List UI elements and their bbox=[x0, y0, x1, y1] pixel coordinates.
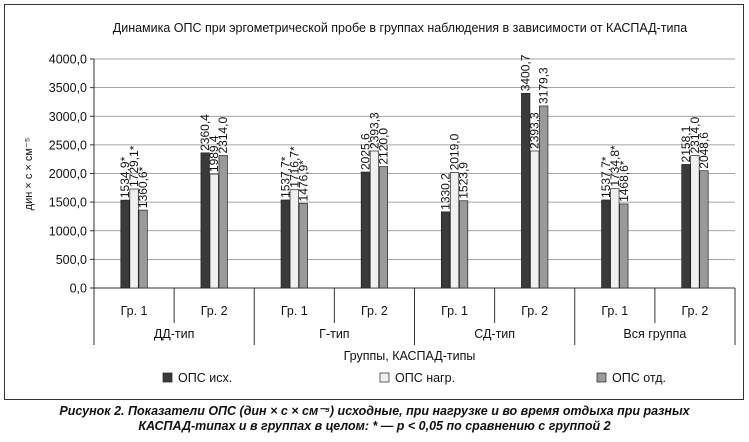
data-label: 3400,7 bbox=[519, 54, 533, 91]
x-tick-label: Гр. 2 bbox=[201, 304, 228, 318]
y-tick-label: 3500,0 bbox=[49, 81, 87, 95]
y-tick-label: 1000,0 bbox=[49, 224, 87, 238]
bar bbox=[218, 155, 228, 289]
bar bbox=[530, 150, 540, 289]
y-tick-label: 1500,0 bbox=[49, 196, 87, 210]
legend-label: ОПС исх. bbox=[178, 371, 232, 385]
bar bbox=[200, 152, 210, 289]
caption-line-2: КАСПАД-типах и в группах в целом: * — p … bbox=[138, 419, 611, 433]
data-label: 1476,9* bbox=[296, 160, 310, 202]
data-label: 2360,4 bbox=[198, 114, 212, 151]
x-tick-label: Гр. 2 bbox=[521, 304, 548, 318]
figure-caption: Рисунок 2. Показатели ОПС (дин × с × см⁻… bbox=[0, 404, 749, 434]
bar bbox=[601, 199, 611, 289]
bar bbox=[699, 170, 709, 289]
bar bbox=[369, 150, 380, 289]
bar bbox=[209, 173, 219, 289]
bar bbox=[280, 199, 290, 289]
chart-frame: Динамика ОПС при эргометрической пробе в… bbox=[4, 4, 744, 400]
data-label: 2393,3 bbox=[367, 112, 381, 149]
y-axis-label: дин × с × см⁻⁵ bbox=[23, 138, 35, 211]
legend-swatch bbox=[379, 372, 390, 383]
bar bbox=[129, 188, 139, 289]
caption-line-1: Рисунок 2. Показатели ОПС (дин × с × см⁻… bbox=[59, 404, 690, 418]
data-label: 1534,9* bbox=[118, 156, 132, 198]
bar bbox=[539, 105, 549, 289]
data-label: 1716,7* bbox=[287, 146, 301, 188]
y-tick-label: 3000,0 bbox=[49, 110, 87, 124]
legend-label: ОПС отд. bbox=[612, 371, 666, 385]
x-tick-label: Гр. 1 bbox=[121, 304, 148, 318]
y-tick-label: 500,0 bbox=[56, 253, 87, 267]
bar bbox=[138, 209, 148, 289]
data-label: 1523,9 bbox=[457, 162, 471, 199]
data-label: 2393,3 bbox=[528, 112, 542, 149]
group-label: СД-тип bbox=[474, 327, 515, 341]
data-label: 1729,1* bbox=[127, 145, 141, 187]
y-tick-label: 2000,0 bbox=[49, 167, 87, 181]
data-label: 1537,7* bbox=[599, 156, 613, 198]
y-tick-label: 0,0 bbox=[70, 282, 87, 296]
data-label: 1989,4 bbox=[207, 135, 221, 172]
chart-title: Динамика ОПС при эргометрической пробе в… bbox=[113, 21, 688, 35]
data-label: 2314,0 bbox=[688, 116, 702, 153]
group-label: Вся группа bbox=[623, 327, 686, 341]
data-label: 2019,0 bbox=[448, 133, 462, 170]
x-tick-label: Гр. 1 bbox=[281, 304, 308, 318]
data-label: 2158,1 bbox=[679, 125, 693, 162]
data-label: 2025,6 bbox=[358, 133, 372, 170]
bar bbox=[378, 166, 389, 289]
bar bbox=[690, 155, 700, 289]
group-label: ДД-тип bbox=[154, 327, 195, 341]
data-label: 1734,8* bbox=[608, 145, 622, 187]
data-label: 1468,6* bbox=[617, 160, 631, 202]
x-tick-label: Гр. 1 bbox=[441, 304, 468, 318]
bar bbox=[289, 189, 299, 289]
y-tick-label: 2500,0 bbox=[49, 138, 87, 152]
data-label: 1330,2 bbox=[439, 173, 453, 210]
legend-swatch bbox=[596, 372, 607, 383]
data-label: 2314,0 bbox=[216, 116, 230, 153]
y-tick-label: 4000,0 bbox=[49, 53, 87, 67]
bar bbox=[440, 211, 451, 289]
bar bbox=[681, 164, 691, 289]
bar-chart: Динамика ОПС при эргометрической пробе в… bbox=[23, 21, 736, 385]
legend-label: ОПС нагр. bbox=[395, 371, 455, 385]
x-tick-label: Гр. 1 bbox=[601, 304, 628, 318]
data-label: 2048,6 bbox=[697, 132, 711, 169]
legend-swatch bbox=[162, 372, 173, 383]
bar bbox=[449, 172, 460, 289]
data-label: 2120,0 bbox=[376, 128, 390, 165]
data-label: 1537,7* bbox=[278, 156, 292, 198]
x-tick-label: Гр. 2 bbox=[681, 304, 708, 318]
bar bbox=[521, 92, 531, 289]
group-label: Г-тип bbox=[319, 327, 349, 341]
x-tick-label: Гр. 2 bbox=[361, 304, 388, 318]
x-axis-label: Группы, КАСПАД-типы bbox=[344, 349, 476, 363]
bar bbox=[298, 203, 308, 289]
data-label: 1360,6* bbox=[136, 166, 150, 208]
data-label: 3179,3 bbox=[537, 67, 551, 104]
bar bbox=[120, 199, 130, 289]
bar bbox=[610, 188, 620, 289]
bar bbox=[458, 200, 469, 289]
bar bbox=[619, 203, 629, 289]
bar bbox=[360, 171, 371, 289]
